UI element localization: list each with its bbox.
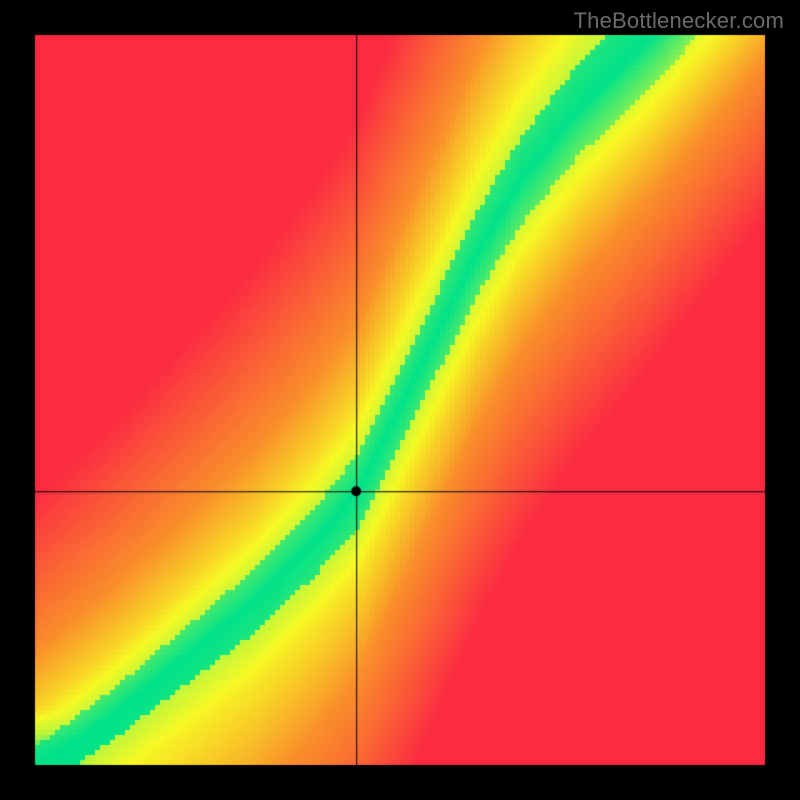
bottleneck-heatmap — [0, 0, 800, 800]
